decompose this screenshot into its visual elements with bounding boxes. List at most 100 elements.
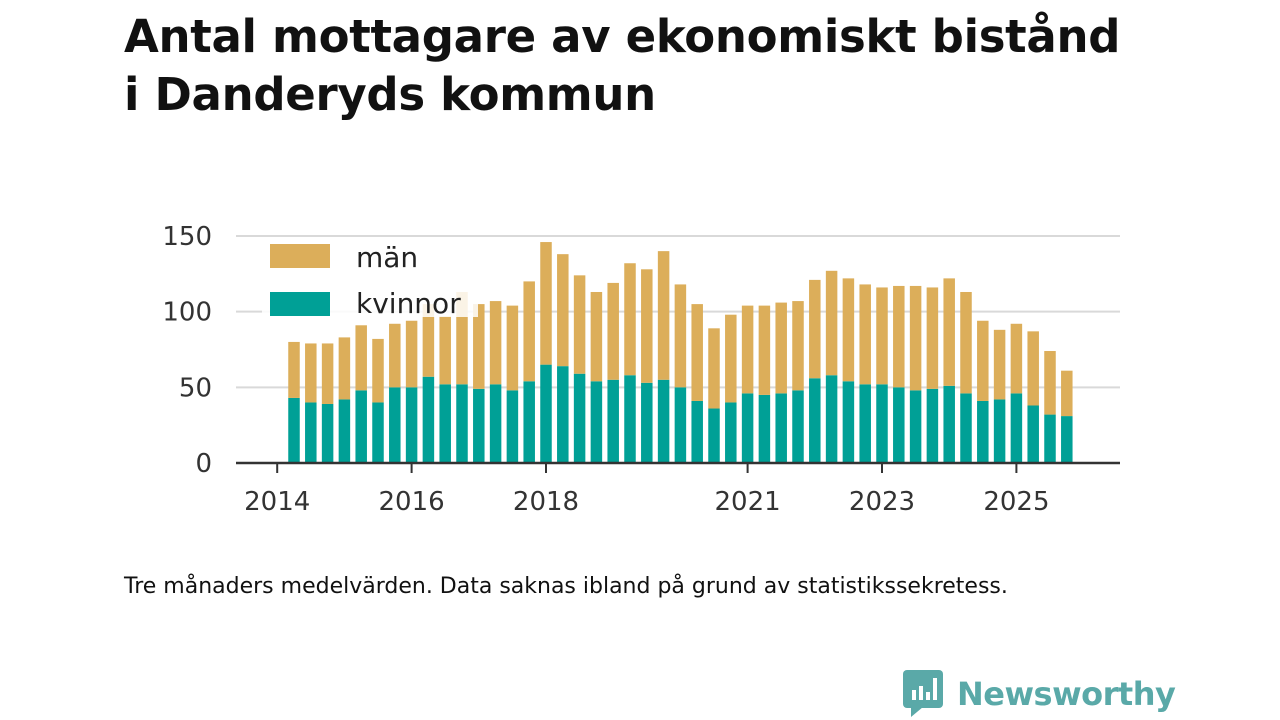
bar-kvinnor xyxy=(607,379,619,463)
bar-kvinnor xyxy=(859,384,871,463)
bar-kvinnor xyxy=(1027,405,1039,463)
bar-kvinnor xyxy=(489,384,502,463)
bar-kvinnor xyxy=(540,364,552,463)
legend-swatch-man xyxy=(270,244,330,268)
bar-man xyxy=(741,305,754,394)
y-tick-label: 0 xyxy=(195,449,212,479)
bar-man xyxy=(691,304,703,401)
bar-kvinnor xyxy=(305,402,317,463)
brand-name: Newsworthy xyxy=(957,675,1176,713)
bar-kvinnor xyxy=(708,408,720,463)
bar-man xyxy=(926,287,939,389)
bars xyxy=(288,242,1073,463)
bar-man xyxy=(1027,331,1039,406)
bar-man xyxy=(422,304,435,377)
bar-man xyxy=(641,269,653,383)
chart-title-line-2: i Danderyds kommun xyxy=(124,68,656,121)
bar-kvinnor xyxy=(389,387,401,463)
bar-man xyxy=(288,341,300,398)
bar-kvinnor xyxy=(288,397,300,463)
bar-kvinnor xyxy=(557,366,569,463)
bar-kvinnor xyxy=(993,399,1006,463)
bar-man xyxy=(893,285,905,388)
bar-man xyxy=(1044,351,1056,415)
bar-kvinnor xyxy=(439,384,451,463)
legend-label-man: män xyxy=(356,241,418,274)
bar-kvinnor xyxy=(674,387,687,463)
bar-man xyxy=(590,291,603,382)
bar-man xyxy=(372,338,384,403)
footnote: Tre månaders medelvärden. Data saknas ib… xyxy=(124,574,1008,599)
bar-kvinnor xyxy=(624,375,636,463)
bar-kvinnor xyxy=(657,379,670,463)
bar-kvinnor xyxy=(909,390,922,463)
bar-man xyxy=(389,323,401,388)
bar-man xyxy=(338,337,351,400)
bar-man xyxy=(674,284,687,388)
bar-man xyxy=(809,279,821,379)
y-tick-label: 50 xyxy=(179,373,212,403)
bar-man xyxy=(876,287,888,385)
bar-kvinnor xyxy=(842,381,855,463)
bar-kvinnor xyxy=(641,382,653,463)
bar-man xyxy=(305,343,317,403)
bar-man xyxy=(489,301,502,385)
bar-man xyxy=(1061,370,1073,417)
bar-man xyxy=(909,285,922,391)
axes: 0 50 100 150 2014 2016 2018 2021 2023 2025 xyxy=(162,222,1120,517)
bar-man xyxy=(758,305,771,395)
bar-kvinnor xyxy=(523,381,535,463)
bar-man xyxy=(842,278,855,382)
bar-man xyxy=(557,254,569,367)
bar-man xyxy=(725,314,737,403)
bar-kvinnor xyxy=(1044,414,1056,463)
brand: Newsworthy xyxy=(903,670,1176,718)
bar-kvinnor xyxy=(792,390,804,463)
bar-man xyxy=(506,305,519,391)
bar-kvinnor xyxy=(943,385,955,463)
bar-kvinnor xyxy=(405,387,418,463)
bar-kvinnor xyxy=(372,402,384,463)
bar-kvinnor xyxy=(321,403,334,463)
legend: män kvinnor xyxy=(262,237,478,320)
bar-kvinnor xyxy=(1061,416,1073,463)
bar-kvinnor xyxy=(809,378,821,463)
bar-man xyxy=(405,320,418,388)
bar-kvinnor xyxy=(691,400,703,463)
x-tick-label: 2016 xyxy=(379,487,445,517)
bar-kvinnor xyxy=(775,393,787,463)
bar-kvinnor xyxy=(725,402,737,463)
bar-man xyxy=(859,284,871,385)
bar-man xyxy=(355,325,367,391)
bar-man xyxy=(624,263,636,376)
x-tick-label: 2018 xyxy=(513,487,579,517)
bar-kvinnor xyxy=(977,400,989,463)
bar-man xyxy=(456,291,468,385)
newsworthy-logo-icon xyxy=(903,670,943,717)
chart-title: Antal mottagare av ekonomiskt bistånd i … xyxy=(124,8,1224,124)
bar-kvinnor xyxy=(355,390,367,463)
bar-kvinnor xyxy=(1010,393,1023,463)
bar-man xyxy=(775,302,787,394)
bar-kvinnor xyxy=(422,376,435,463)
bar-kvinnor xyxy=(741,393,754,463)
bar-man xyxy=(607,282,619,380)
bar-kvinnor xyxy=(876,384,888,463)
bar-man xyxy=(825,270,838,376)
bar-kvinnor xyxy=(926,388,939,463)
bar-kvinnor xyxy=(590,381,603,463)
bar-kvinnor xyxy=(960,393,972,463)
x-tick-label: 2021 xyxy=(715,487,781,517)
bar-kvinnor xyxy=(758,394,771,463)
bar-man xyxy=(708,328,720,409)
bar-man xyxy=(943,278,955,386)
y-tick-label: 100 xyxy=(162,298,212,328)
bar-man xyxy=(960,291,972,394)
x-tick-label: 2025 xyxy=(983,487,1049,517)
chart-title-line-1: Antal mottagare av ekonomiskt bistånd xyxy=(124,10,1121,63)
bar-man xyxy=(977,320,989,401)
bar-kvinnor xyxy=(456,384,468,463)
x-tick-label: 2014 xyxy=(244,487,310,517)
bar-man xyxy=(540,242,552,365)
bar-man xyxy=(657,251,670,380)
